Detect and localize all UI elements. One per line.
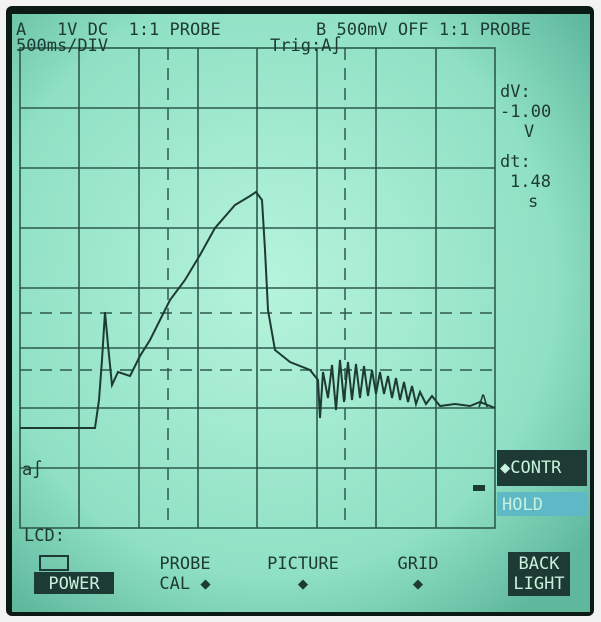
- softkey-label[interactable]: PROBE: [159, 554, 210, 574]
- channel-a-setting: A 1V DC 1:1 PROBE: [16, 20, 221, 40]
- cursor-block: [473, 485, 485, 491]
- softkey-bar: POWER PROBE CAL ◆ PICTURE ◆ GRID ◆ BACK …: [34, 552, 570, 596]
- softkey-label[interactable]: ◆: [413, 574, 424, 594]
- hold-label[interactable]: HOLD: [502, 495, 543, 515]
- softkey-label[interactable]: GRID: [398, 554, 439, 574]
- hold-key[interactable]: [497, 492, 587, 516]
- softkey-label[interactable]: PICTURE: [267, 554, 339, 574]
- battery-icon: [39, 555, 69, 571]
- dt-unit: s: [528, 192, 538, 212]
- waveform-trace: [20, 190, 496, 429]
- softkey-label[interactable]: ◆: [298, 574, 309, 594]
- dv-unit: V: [524, 122, 534, 142]
- trigger-level-marker: a∫: [22, 460, 42, 480]
- softkey-label[interactable]: POWER: [48, 574, 100, 594]
- trigger-setting: Trig:A∫: [270, 36, 342, 56]
- lcd-status: LCD:: [24, 526, 65, 546]
- channel-b-setting: B 500mV OFF 1:1 PROBE: [316, 20, 531, 40]
- timebase: 500ms/DIV: [16, 36, 108, 56]
- dt-value: 1.48: [510, 172, 551, 192]
- softkey-label[interactable]: CAL ◆: [159, 574, 211, 594]
- graticule: [19, 47, 496, 529]
- contrast-label[interactable]: ◆CONTR: [500, 458, 562, 478]
- dv-label: dV:: [500, 82, 531, 102]
- trace-marker: A: [478, 392, 488, 412]
- dt-label: dt:: [500, 152, 531, 172]
- dv-value: -1.00: [500, 102, 551, 122]
- power-key[interactable]: [34, 572, 114, 594]
- softkey-label[interactable]: BACK: [519, 554, 561, 574]
- backlight-key[interactable]: [508, 552, 570, 596]
- contrast-key[interactable]: [497, 450, 587, 486]
- softkey-label[interactable]: LIGHT: [513, 574, 564, 594]
